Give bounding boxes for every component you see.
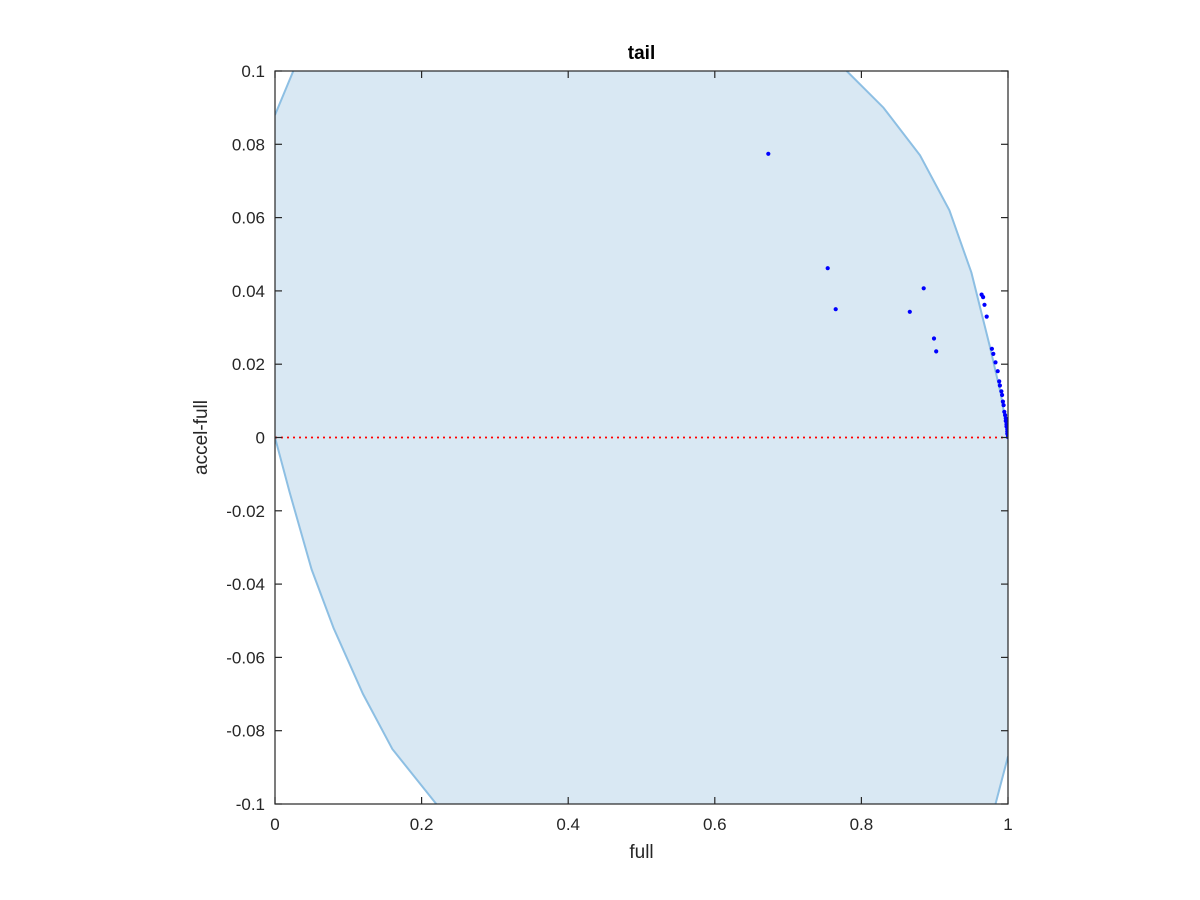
y-tick-label: -0.1 [236, 795, 265, 814]
axis-ticks: 0 0.2 0.4 0.6 0.8 1 -0.1 -0.08 -0.06 -0.04 -0.02 0 0… [226, 62, 1012, 834]
y-axis-label: accel-full [191, 400, 212, 475]
y-tick-label: -0.06 [226, 648, 265, 667]
region-boundary-upper-left [275, 71, 295, 116]
y-tick-label: 0.04 [232, 282, 265, 301]
data-point [993, 360, 998, 365]
chart-title: tail [628, 43, 655, 64]
data-point [921, 286, 926, 291]
data-point [1002, 409, 1007, 414]
data-point [934, 349, 939, 354]
x-tick-label: 1 [1003, 815, 1012, 834]
data-point [1000, 392, 1005, 398]
y-tick-label: 0.1 [241, 62, 265, 81]
data-point [997, 379, 1002, 384]
y-tick-label: -0.02 [226, 502, 265, 521]
data-point [989, 346, 995, 351]
data-point [1001, 403, 1006, 408]
data-point [981, 295, 986, 300]
x-tick-label: 0.6 [703, 815, 727, 834]
data-point [995, 369, 1000, 374]
y-tick-label: -0.08 [226, 722, 265, 741]
x-axis-label: full [629, 842, 653, 863]
data-point [982, 302, 987, 307]
data-point [931, 336, 937, 341]
x-tick-label: 0.2 [410, 815, 434, 834]
y-tick-label: 0.02 [232, 355, 265, 374]
region-boundary-lower-left [275, 437, 438, 804]
data-point [1003, 413, 1008, 418]
data-point [833, 307, 838, 312]
data-point [997, 383, 1003, 388]
data-point [825, 266, 830, 271]
x-tick-label: 0 [270, 815, 279, 834]
region-boundary-lower-right [994, 756, 1008, 804]
data-point [999, 389, 1004, 394]
data-point [991, 351, 996, 356]
data-point [907, 309, 912, 314]
y-tick-label: 0.08 [232, 135, 265, 154]
x-tick-label: 0.8 [850, 815, 874, 834]
data-point [984, 314, 989, 319]
y-tick-label: 0 [256, 429, 265, 448]
x-tick-label: 0.4 [556, 815, 580, 834]
data-point [1003, 418, 1008, 424]
y-tick-label: -0.04 [226, 575, 265, 594]
y-tick-label: 0.06 [232, 209, 265, 228]
data-point [766, 151, 771, 156]
data-point [1000, 399, 1006, 404]
